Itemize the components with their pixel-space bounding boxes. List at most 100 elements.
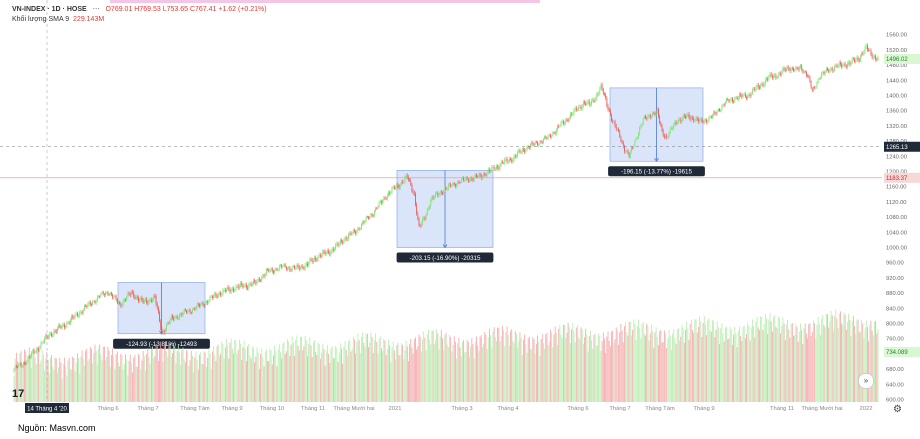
candle-body [72,316,74,318]
volume-bar [555,332,557,402]
volume-bar [335,345,337,402]
volume-bar [386,348,388,402]
candle-body [552,132,554,136]
volume-bar [273,355,274,402]
volume-bar [606,336,608,402]
volume-bar [72,356,74,402]
volume-bar [629,322,631,402]
volume-bar [757,327,759,402]
candle-body [180,313,182,315]
volume-bar [616,330,618,402]
candle-body [750,93,752,97]
candle-body [808,75,810,77]
candle-body [236,286,238,287]
volume-bar [184,362,186,402]
y-tick-label: 640.00 [886,382,904,388]
volume-bar [830,310,832,402]
volume-bar [283,341,285,402]
candle-body [565,119,567,124]
candle-body [464,179,466,181]
volume-bar [608,340,610,402]
volume-bar [174,347,176,402]
volume-bar [51,355,52,402]
candle-body [109,292,111,295]
candle-body [543,138,544,143]
volume-bar [654,332,656,402]
volume-bar [281,358,283,402]
volume-bar [234,340,236,402]
volume-bar [767,334,769,402]
candle-body [553,132,555,134]
y-tick-label: 1000.00 [886,246,907,252]
volume-bar [524,334,526,402]
candle-body [222,290,224,295]
volume-bar [397,343,399,402]
volume-bar [663,330,665,402]
candle-body [707,120,709,123]
scroll-to-latest-icon[interactable]: » [858,373,874,389]
volume-bar [519,332,521,402]
volume-bar [15,352,17,402]
candle-body [740,93,742,95]
volume-bar [769,313,771,402]
candle-body [550,134,551,137]
candle-body [354,230,355,232]
volume-bar [875,320,877,402]
crosshair-price-badge-bg [884,141,920,152]
volume-bar [143,355,145,402]
candle-body [514,155,516,157]
volume-bar [499,341,501,402]
candle-body [803,71,805,73]
candle-body [17,366,18,368]
gear-icon[interactable]: ⚙ [893,404,902,415]
candle-body [480,174,482,178]
candle-body [386,195,388,200]
candle-body [152,299,153,302]
volume-bar [692,329,693,402]
volume-bar [120,353,122,402]
volume-bar [179,352,180,402]
more-options-icon[interactable]: ⋯ [92,6,100,13]
candle-body [807,75,808,77]
candle-body [276,268,278,271]
volume-bar [645,335,646,402]
candle-body [438,194,440,196]
candle-body [679,119,681,121]
candle-body [216,295,218,298]
volume-bar [632,329,634,402]
candle-body [182,312,184,315]
candle-body [256,280,258,284]
volume-bar [764,313,766,402]
volume-bar [528,336,530,402]
candle-body [801,65,803,70]
volume-bar [396,345,398,402]
volume-bar [214,354,216,402]
volume-bar [82,358,84,402]
candle-body [640,125,642,128]
candle-body [184,309,186,311]
candle-body [774,75,776,77]
candle-body [787,66,789,69]
volume-bar [364,347,366,402]
volume-bar [726,326,727,402]
candle-body [748,94,750,96]
candle-body [122,300,124,305]
volume-bar [325,350,327,402]
candle-body [790,68,792,71]
volume-bar [633,319,635,402]
candle-body [591,100,592,105]
volume-bar [406,346,408,402]
volume-bar [34,357,36,402]
volume-bar [602,332,604,402]
candle-body [584,102,585,104]
volume-bar [375,333,376,402]
volume-bar [33,347,35,402]
symbol-label[interactable]: VN-INDEX · 1D · HOSE [12,6,87,13]
candle-body [865,45,867,47]
x-tick-label: 2021 [389,406,402,412]
candle-body [14,365,16,370]
volume-bar [722,333,724,402]
candle-body [200,304,202,307]
volume-bar [338,352,340,402]
